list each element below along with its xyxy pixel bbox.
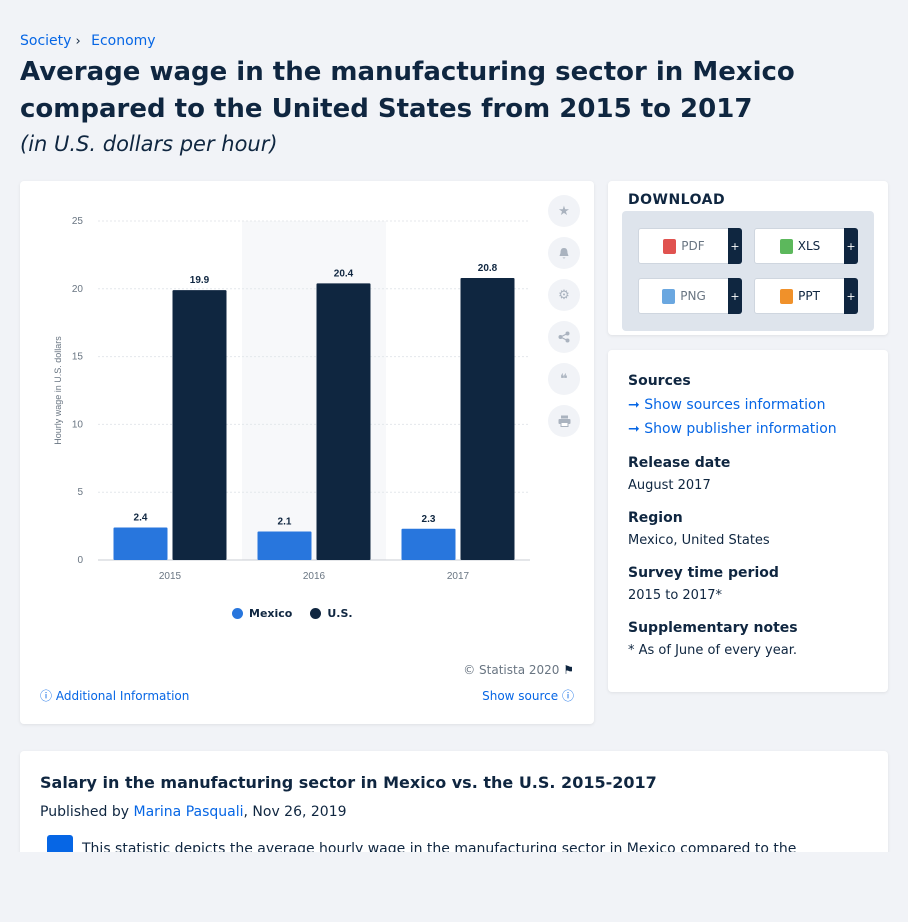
page-title: Average wage in the manufacturing sector… [20,57,795,124]
download-png-button[interactable]: PNG + [638,278,742,314]
show-publisher-label: Show publisher information [644,421,837,437]
additional-information-link[interactable]: ⓘ Additional Information [40,687,189,704]
published-by: Published by Marina Pasquali, Nov 26, 20… [40,804,347,820]
xls-label: XLS [797,239,821,253]
ppt-label: PPT [798,289,820,303]
region-heading: Region [628,510,683,526]
pdf-label: PDF [681,239,705,253]
chart-card: 0 5 10 15 20 25 Hourly wage in U.S. dollars 2.4… [20,181,594,724]
download-card: DOWNLOAD PDF + XLS + PNG + PPT + [608,181,888,335]
show-sources-link[interactable]: ➞ Show sources information [628,397,825,413]
supplementary-notes-heading: Supplementary notes [628,620,798,636]
data-label: 2.4 [134,512,148,523]
breadcrumb-society[interactable]: Society [20,33,72,49]
download-panel: PDF + XLS + PNG + PPT + [622,211,874,331]
breadcrumb: Society › Economy [20,33,156,49]
plus-icon[interactable]: + [844,278,858,314]
download-title: DOWNLOAD [628,192,726,208]
y-tick-label: 25 [72,216,84,227]
y-tick-label: 10 [72,419,84,430]
bar-mexico-2015 [113,527,168,560]
bar-mexico-2016 [257,531,312,560]
chart-legend: Mexico U.S. [232,607,353,620]
flag-icon[interactable]: ⚑ [563,663,574,677]
y-tick-label: 0 [77,555,83,566]
data-label: 2.3 [422,514,436,525]
legend-dot [232,608,243,619]
bar-us-2015 [172,290,227,560]
footer-band [0,852,908,922]
survey-period-heading: Survey time period [628,565,779,581]
y-axis-label: Hourly wage in U.S. dollars [53,336,63,445]
download-xls-button[interactable]: XLS + [754,228,858,264]
data-label: 20.4 [334,268,354,279]
survey-period-value: 2015 to 2017* [628,588,722,603]
bar-us-2017 [460,277,515,560]
data-label: 2.1 [278,517,292,528]
download-pdf-button[interactable]: PDF + [638,228,742,264]
info-icon: ⓘ [561,689,574,703]
info-card: Sources ➞ Show sources information ➞ Sho… [608,350,888,692]
data-label: 20.8 [478,263,498,274]
png-label: PNG [680,289,706,303]
plus-icon[interactable]: + [844,228,858,264]
x-tick-label: 2016 [303,571,326,582]
star-icon[interactable]: ★ [548,195,580,227]
copyright-text: © Statista 2020 [463,663,560,677]
show-source-link[interactable]: Show source ⓘ [482,687,574,704]
y-tick-label: 5 [77,487,83,498]
breadcrumb-economy[interactable]: Economy [91,33,156,49]
quote-icon[interactable]: ❝ [548,363,580,395]
share-icon[interactable] [548,321,580,353]
legend-item-us[interactable]: U.S. [310,607,353,620]
publish-date: , Nov 26, 2019 [243,804,347,820]
additional-information-label: Additional Information [55,689,190,703]
supplementary-notes-value: * As of June of every year. [628,643,797,658]
ppt-file-icon [780,288,794,304]
legend-label: Mexico [249,607,293,620]
chevron-right-icon: › [75,34,81,49]
info-icon: ⓘ [40,689,53,703]
release-date-heading: Release date [628,455,731,471]
x-tick-label: 2017 [447,571,470,582]
y-tick-label: 20 [72,284,84,295]
x-tick-label: 2015 [159,571,182,582]
show-publisher-link[interactable]: ➞ Show publisher information [628,421,837,437]
y-tick-label: 15 [72,352,84,363]
pdf-file-icon [663,238,677,254]
bar-mexico-2017 [401,528,456,560]
png-file-icon [662,288,676,304]
region-value: Mexico, United States [628,533,770,548]
gear-icon[interactable]: ⚙ [548,279,580,311]
published-by-label: Published by [40,804,130,820]
description-title: Salary in the manufacturing sector in Me… [40,773,657,792]
bar-us-2016 [316,283,371,560]
bell-icon[interactable] [548,237,580,269]
copyright: © Statista 2020 ⚑ [463,663,574,677]
xls-file-icon [779,238,793,254]
sources-heading: Sources [628,373,691,389]
print-icon[interactable] [548,405,580,437]
legend-item-mexico[interactable]: Mexico [232,607,292,620]
bar-chart: 0 5 10 15 20 25 Hourly wage in U.S. dollars 2.4… [53,216,530,582]
show-sources-label: Show sources information [644,397,826,413]
plus-icon[interactable]: + [728,228,742,264]
arrow-right-icon: ➞ [628,397,640,413]
release-date-value: August 2017 [628,478,711,493]
data-label: 19.9 [190,275,210,286]
download-ppt-button[interactable]: PPT + [754,278,858,314]
legend-dot [310,608,322,619]
show-source-label: Show source [482,689,559,703]
page-subtitle: (in U.S. dollars per hour) [20,132,278,156]
plus-icon[interactable]: + [728,278,742,314]
arrow-right-icon: ➞ [628,421,640,437]
legend-label: U.S. [327,607,353,620]
author-link[interactable]: Marina Pasquali [133,804,244,820]
